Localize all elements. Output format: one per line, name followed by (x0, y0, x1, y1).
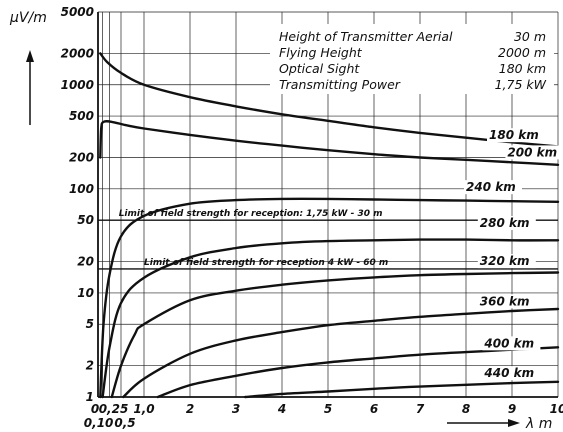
y-tick-label: 2000 (61, 46, 94, 60)
y-tick-label: 500 (69, 109, 94, 123)
x-tick-label: 2 (186, 402, 194, 416)
x-tick-label: 0,10 (84, 416, 114, 430)
info-value: 180 km (499, 61, 546, 76)
limit-label: Limit of field strength for reception: 1… (119, 209, 383, 219)
limit-label: Limit of field strength for reception 4 … (144, 258, 388, 268)
curve-label: 280 km (480, 216, 530, 230)
x-tick-label: 3 (232, 402, 240, 416)
curve-label: 240 km (466, 180, 516, 194)
info-label: Height of Transmitter Aerial (279, 29, 453, 44)
curve-label: 440 km (483, 366, 534, 380)
info-label: Optical Sight (279, 61, 360, 76)
curve-440-km (244, 380, 560, 399)
x-tick-label: 9 (508, 402, 516, 416)
axes (97, 12, 558, 398)
x-tick-label: 7 (416, 402, 425, 416)
info-value: 1,75 kW (495, 77, 547, 92)
y-tick-label: 10 (77, 286, 94, 300)
info-label: Transmitting Power (279, 77, 401, 92)
curve-label: 400 km (483, 336, 534, 350)
y-tick-label: 200 (69, 151, 94, 165)
curve-label: 200 km (507, 145, 557, 159)
info-value: 2000 m (498, 45, 546, 60)
y-axis-title: µV/m (9, 10, 47, 125)
curve-labels: 180 km 200 km 240 km 280 km 320 km 360 km 400 … (464, 128, 563, 381)
curve-label-bg (477, 294, 536, 309)
x-tick-label: 0 (91, 402, 99, 416)
info-box: Height of Transmitter Aerial 30 m Flying H… (270, 24, 554, 94)
curve-label-bg (482, 366, 541, 381)
curve-label-bg (482, 336, 541, 351)
x-tick-label: 6 (370, 402, 378, 416)
y-tick-label: 1 (86, 390, 94, 404)
curve-200-km (99, 120, 560, 166)
y-tick-label: 50 (77, 213, 94, 227)
info-label: Flying Height (279, 45, 363, 60)
curves (99, 52, 560, 399)
x-tick-label: 1,0 (133, 402, 154, 416)
y-tick-label: 5 (86, 317, 94, 331)
curve-label-bg (505, 145, 563, 160)
x-axis-arrow-head (508, 419, 520, 427)
y-tick-label: 1000 (61, 78, 94, 92)
x-tick-label: 0,5 (114, 416, 135, 430)
curve-label: 360 km (480, 294, 530, 308)
x-tick-label: 0,25 (99, 402, 129, 416)
x-tick-label: 4 (277, 402, 286, 416)
curve-label: 180 km (489, 128, 539, 142)
x-tick-labels: 00,100,250,51,0 2 3 4 5 6 7 8 9 10 (84, 402, 563, 430)
y-tick-label: 5000 (61, 5, 94, 19)
info-value: 30 m (514, 29, 546, 44)
curve-320-km (110, 271, 560, 399)
y-tick-labels: 1 2 5 10 20 50 100 200 500 1000 2000 5000 (61, 5, 94, 404)
y-tick-label: 20 (77, 255, 94, 269)
curve-360-km (122, 307, 560, 399)
curve-240-km (99, 197, 560, 399)
x-axis-unit-label: λ m (525, 416, 552, 432)
y-axis-unit-label: µV/m (9, 10, 47, 26)
x-tick-label: 10 (550, 402, 563, 416)
y-tick-label: 2 (86, 359, 94, 373)
curve-280-km (101, 238, 560, 399)
x-axis-title: λ m (447, 416, 552, 432)
curve-180-km (99, 52, 560, 148)
curve-label-bg (487, 128, 545, 143)
x-tick-label: 8 (462, 402, 470, 416)
y-tick-label: 100 (69, 182, 94, 196)
curve-label: 320 km (480, 254, 530, 268)
curve-400-km (156, 346, 560, 399)
curve-label-bg (464, 180, 522, 195)
curve-label-bg (477, 215, 536, 230)
y-axis-arrow-head (26, 50, 34, 62)
x-tick-label: 5 (324, 402, 332, 416)
info-box-bg (270, 24, 554, 94)
curve-label-bg (477, 254, 536, 269)
